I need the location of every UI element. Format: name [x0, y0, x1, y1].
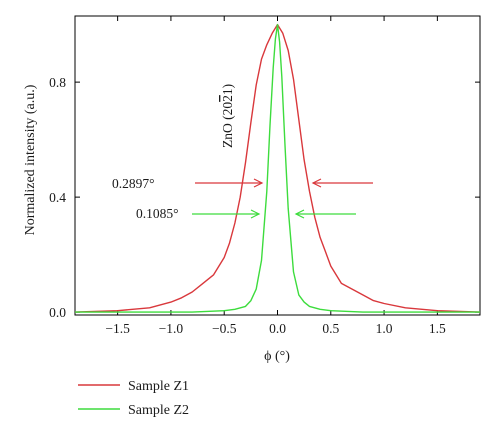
series-line-z1	[74, 23, 481, 313]
z2-fwhm-label: 0.1085°	[136, 206, 179, 221]
y-tick-label: 0.0	[49, 305, 66, 320]
legend-label-z1: Sample Z1	[128, 379, 189, 394]
x-tick-label: 0.0	[269, 321, 286, 336]
series-line-z2	[75, 23, 480, 313]
x-tick-label: −1.0	[159, 321, 184, 336]
plot-frame	[74, 15, 481, 316]
series-lines	[74, 23, 481, 313]
z2-fwhm-arrow-right	[294, 209, 356, 219]
x-tick-label: 1.0	[376, 321, 393, 336]
x-tick-label: −1.5	[105, 321, 130, 336]
z1-fwhm-label: 0.2897°	[112, 176, 155, 191]
y-tick-label: 0.4	[49, 190, 66, 205]
y-axis-label: Normalized intensity (a.u.)	[23, 84, 38, 235]
fwhm-arrows	[192, 178, 373, 219]
z2-fwhm-arrow-left	[192, 209, 261, 219]
peak-label: ZnO (2021)	[220, 84, 235, 148]
legend-label-z2: Sample Z2	[128, 403, 189, 418]
x-tick-label: 0.5	[322, 321, 339, 336]
x-tick-label: 1.5	[429, 321, 446, 336]
y-tick-label: 0.8	[49, 75, 66, 90]
legend: Sample Z1 Sample Z2	[78, 379, 189, 418]
x-tick-label: −0.5	[212, 321, 237, 336]
x-axis-label: ϕ (°)	[264, 349, 290, 364]
z1-fwhm-arrow-left	[195, 178, 264, 188]
z1-fwhm-arrow-right	[311, 178, 373, 188]
